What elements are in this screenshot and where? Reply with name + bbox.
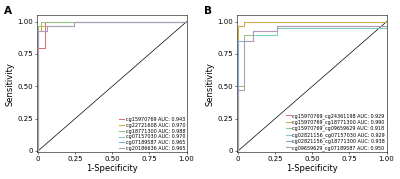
Text: A: A	[4, 6, 12, 16]
Y-axis label: Sensitivity: Sensitivity	[206, 62, 214, 106]
Text: B: B	[204, 6, 212, 16]
X-axis label: 1-Specificity: 1-Specificity	[86, 165, 138, 173]
Legend: cg15970769_cg24361198 AUC: 0.929, cg15970769_cg18771300 AUC: 0.990, cg15970769_c: cg15970769_cg24361198 AUC: 0.929, cg1597…	[286, 112, 386, 151]
X-axis label: 1-Specificity: 1-Specificity	[286, 165, 338, 173]
Legend: cg15970769 AUC: 0.943, cg22721608 AUC: 0.970, cg18771300 AUC: 0.988, cg07157030 : cg15970769 AUC: 0.943, cg22721608 AUC: 0…	[119, 117, 186, 151]
Y-axis label: Sensitivity: Sensitivity	[6, 62, 14, 106]
